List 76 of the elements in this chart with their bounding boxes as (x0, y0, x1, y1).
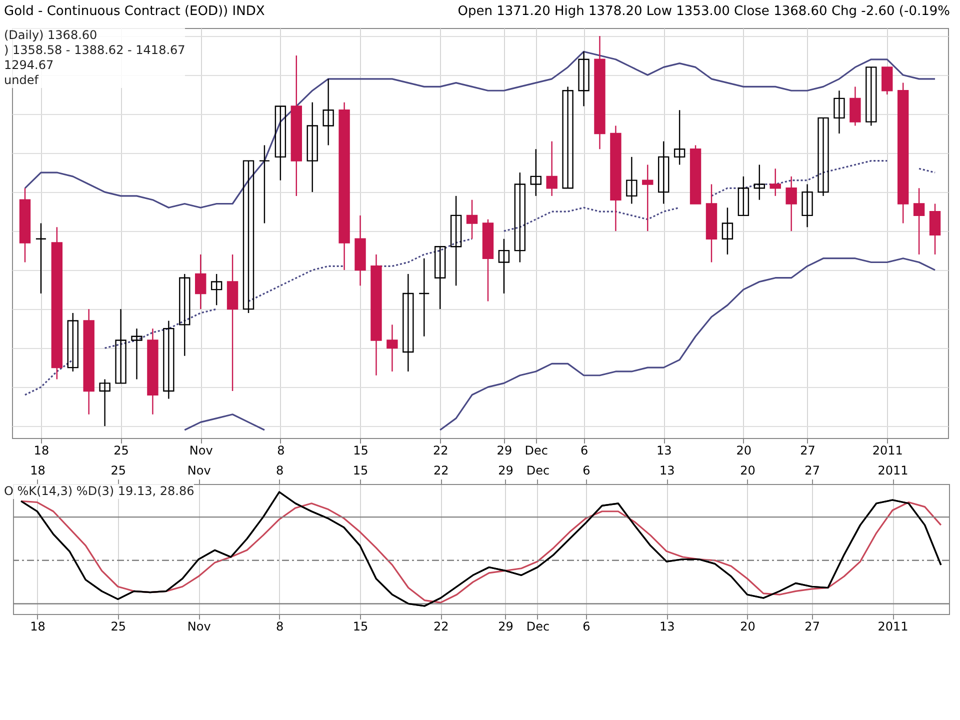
x-tick-label: 8 (276, 620, 284, 634)
x-tick-label: 25 (110, 620, 126, 634)
category-label: 6 (582, 464, 590, 478)
candlestick (386, 324, 398, 372)
candlestick (242, 160, 254, 314)
annotation: ) 1358.58 - 1388.62 - 1418.67 (4, 43, 186, 58)
candlestick (258, 144, 270, 224)
x-tick-label: 27 (804, 620, 820, 634)
x-tick-label: 13 (656, 444, 672, 458)
x-tick-label: 15 (353, 444, 368, 458)
annotation: 1294.67 (4, 58, 55, 73)
candlestick (546, 140, 558, 197)
x-tick-label: Nov (187, 620, 211, 634)
candlestick (578, 51, 590, 107)
x-tick-label: 13 (659, 620, 675, 634)
x-tick-label: 8 (277, 444, 285, 458)
candlestick (210, 273, 222, 306)
x-tick-label: 6 (580, 444, 588, 458)
candlestick (35, 222, 47, 294)
candlestick (466, 199, 478, 240)
candlestick (674, 110, 686, 166)
candlestick (834, 90, 845, 134)
candlestick (195, 254, 206, 310)
category-label: 15 (352, 464, 368, 478)
category-label: Nov (187, 464, 211, 478)
category-label: 13 (659, 464, 675, 478)
candlestick (418, 258, 430, 337)
x-tick-label: Nov (189, 444, 213, 458)
category-label: 18 (30, 464, 46, 478)
candlestick (322, 78, 334, 146)
x-tick-label: 20 (740, 620, 756, 634)
candlestick (402, 273, 414, 372)
candlestick (882, 66, 893, 96)
x-tick-label: 29 (496, 444, 512, 458)
candlestick (850, 86, 861, 126)
candlestick (658, 140, 670, 204)
candlestick (514, 172, 526, 263)
x-tick-label: 29 (498, 620, 514, 634)
text: Open 1371.20 High 1378.20 Low 1353.00 Close 1368.60 Chg -2.60 (-0.19% (458, 4, 950, 21)
x-tick-label: Dec (524, 444, 548, 458)
candlestick (67, 312, 78, 372)
candlestick (866, 66, 877, 126)
candlestick (498, 238, 510, 294)
candlestick (913, 188, 925, 256)
category-label: 2011 (878, 464, 908, 478)
x-tick-label: 2011 (878, 620, 908, 634)
candlestick (530, 148, 542, 197)
x-tick-label: 22 (432, 444, 448, 458)
x-tick-label: 18 (34, 444, 50, 458)
x-tick-label: 2011 (872, 444, 903, 458)
x-tick-label: 27 (800, 444, 816, 458)
candlestick (99, 378, 110, 427)
annotation: (Daily) 1368.60 (4, 28, 98, 43)
candlestick (306, 102, 318, 193)
candlestick (722, 207, 734, 256)
candlestick (562, 86, 574, 189)
x-tick-label: 20 (736, 444, 752, 458)
x-tick-label: Dec (526, 620, 550, 634)
candlestick (626, 156, 638, 204)
x-tick-label: 15 (352, 620, 368, 634)
category-label: 25 (110, 464, 126, 478)
category-label: 20 (740, 464, 756, 478)
annotation: O %K(14,3) %D(3) 19.13, 28.86 (4, 484, 194, 499)
category-label: 29 (498, 464, 514, 478)
chart-title: Gold - Continuous Contract (EOD)) INDX (4, 4, 265, 21)
category-label: 27 (804, 464, 820, 478)
x-tick-label: 22 (434, 620, 449, 634)
candlestick (929, 203, 941, 256)
x-tick-label: 6 (582, 620, 590, 634)
category-label: 8 (276, 464, 284, 478)
candlestick (274, 106, 286, 181)
category-label: 22 (434, 464, 449, 478)
x-tick-label: 25 (114, 444, 129, 458)
annotation: undef (4, 73, 40, 88)
category-label: Dec (526, 464, 550, 478)
x-tick-label: 18 (30, 620, 46, 634)
